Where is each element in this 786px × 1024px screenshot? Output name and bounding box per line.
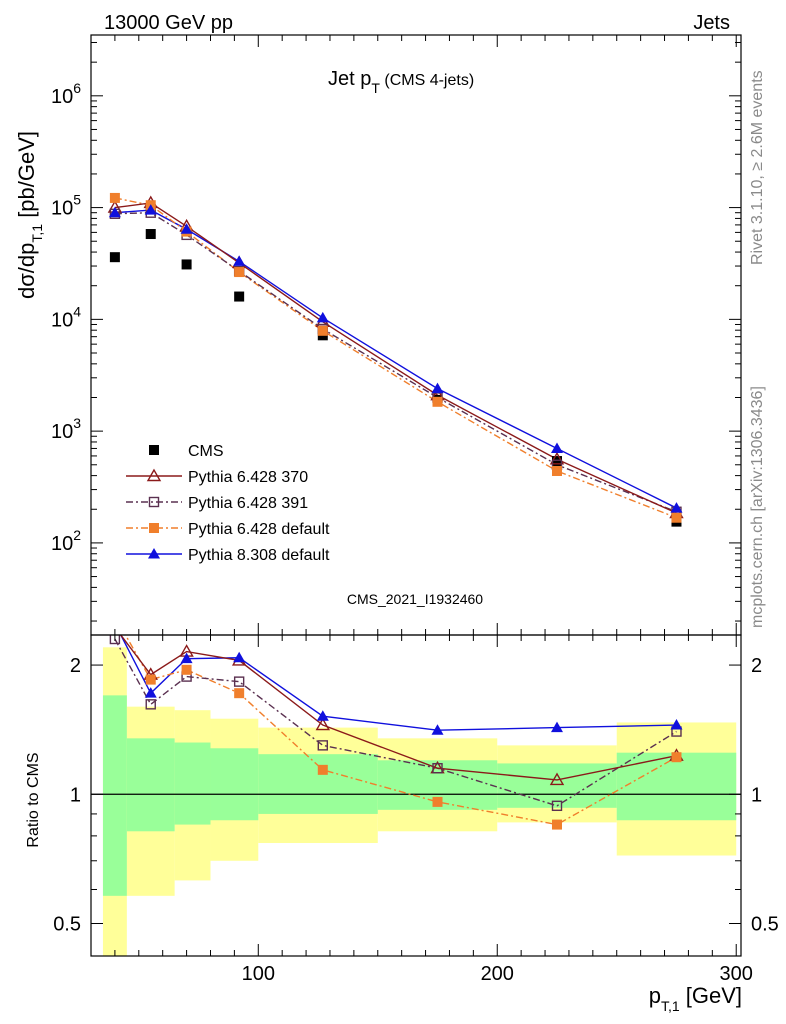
ratio-y-tick-label-left: 1 — [70, 784, 81, 806]
x-tick-label: 300 — [720, 963, 753, 985]
legend-marker — [149, 523, 159, 533]
ratio-point — [432, 763, 443, 774]
chart-title: Jet pT (CMS 4-jets) — [328, 68, 474, 96]
ratio-point — [431, 724, 444, 735]
ratio-point — [233, 676, 245, 687]
legend-marker — [149, 445, 159, 455]
uncertainty-bands — [102, 647, 737, 956]
ratio-point — [234, 688, 245, 699]
ratio-y-tick-label-left: 2 — [70, 655, 81, 677]
band-green-bin — [497, 763, 617, 808]
band-green-bin — [258, 754, 378, 814]
legend-entry: Pythia 6.428 default — [188, 521, 330, 538]
data-point — [551, 465, 562, 476]
band-green-bin — [616, 752, 737, 821]
band-green-bin — [126, 738, 175, 832]
ratio-panel: 0.5 0.5 1 1 2 2 100 200 300 Ratio to CMS pT,1 [GeV… — [25, 611, 779, 1014]
ratio-point — [670, 719, 683, 730]
ratio-y-tick-label-right: 2 — [751, 655, 762, 677]
legend-entry: Pythia 6.428 370 — [188, 469, 308, 486]
y-tick-label: 103 — [51, 415, 81, 443]
data-point — [233, 255, 246, 266]
series-line — [114, 209, 677, 509]
analysis-tag: CMS_2021_I1932460 — [347, 591, 483, 607]
x-tick-label: 200 — [481, 963, 514, 985]
data-point — [181, 259, 192, 270]
ratio-point — [317, 740, 329, 751]
data-point — [549, 451, 565, 465]
legend-marker — [148, 548, 160, 559]
ratio-point — [317, 764, 328, 775]
ratio-point — [549, 772, 565, 786]
header-energy-label: 13000 GeV pp — [104, 12, 233, 34]
legend-entry: CMS — [188, 443, 224, 460]
ratio-point — [180, 652, 193, 664]
ratio-point — [550, 721, 563, 733]
ratio-plot-area — [109, 611, 684, 830]
ratio-point — [145, 699, 156, 710]
x-axis-label: pT,1 [GeV] — [649, 983, 742, 1014]
ratio-y-tick-label-right: 1 — [751, 784, 762, 806]
ratio-point — [181, 664, 192, 675]
ratio-y-tick-label-left: 0.5 — [53, 913, 81, 935]
data-point — [551, 456, 562, 467]
ratio-series-line — [114, 638, 677, 807]
ratio-frame — [90, 634, 742, 957]
data-point — [431, 382, 444, 394]
rivet-version-label: Rivet 3.1.10, ≥ 2.6M events — [749, 70, 766, 265]
ratio-y-tick-label-right: 0.5 — [751, 913, 779, 935]
y-tick-label: 105 — [51, 192, 81, 220]
ratio-point — [109, 635, 121, 645]
main-plot-area — [107, 192, 684, 527]
ratio-series-line — [119, 635, 677, 781]
data-point — [234, 267, 245, 278]
data-point — [317, 325, 328, 336]
main-frame — [90, 34, 742, 636]
ratio-point — [233, 651, 246, 663]
data-point — [144, 204, 157, 215]
ratio-series-line — [120, 635, 677, 731]
data-point — [145, 229, 156, 240]
legend-entry: Pythia 6.428 391 — [188, 495, 308, 512]
legend-marker — [148, 496, 160, 508]
x-tick-label: 100 — [242, 963, 275, 985]
ratio-point — [551, 800, 563, 812]
legend-entry: Pythia 8.308 default — [188, 547, 330, 564]
data-point — [316, 311, 329, 323]
ratio-point — [315, 717, 331, 731]
data-point — [234, 291, 245, 302]
mcplots-source-label: mcplots.cern.ch [arXiv:1306.3436] — [749, 386, 766, 628]
ratio-point — [671, 752, 682, 763]
header-process-label: Jets — [693, 12, 730, 34]
data-point — [671, 512, 682, 523]
series-line — [114, 197, 677, 519]
ratio-point — [109, 617, 121, 628]
ratio-y-axis-label: Ratio to CMS — [25, 752, 42, 847]
band-green-bin — [174, 742, 211, 825]
ratio-point — [144, 687, 157, 698]
band-green-bin — [102, 695, 127, 896]
y-tick-label: 102 — [51, 527, 81, 555]
ratio-point — [110, 611, 120, 621]
data-point — [180, 223, 193, 234]
ratio-point — [432, 796, 443, 807]
y-axis-label: dσ/dpT,1 [pb/GeV] — [14, 131, 45, 299]
data-point — [670, 502, 683, 513]
data-point — [432, 396, 443, 407]
ratio-point — [316, 710, 329, 721]
legend-marker — [146, 468, 162, 482]
data-point — [109, 192, 120, 203]
band-green-bin — [210, 748, 259, 821]
y-tick-label: 106 — [51, 80, 81, 108]
y-tick-label: 104 — [51, 303, 81, 331]
series-line — [114, 211, 677, 513]
data-point — [108, 206, 121, 218]
ratio-point — [551, 819, 562, 830]
data-point — [109, 252, 120, 263]
data-point — [550, 442, 563, 453]
ratio-point — [145, 674, 156, 685]
